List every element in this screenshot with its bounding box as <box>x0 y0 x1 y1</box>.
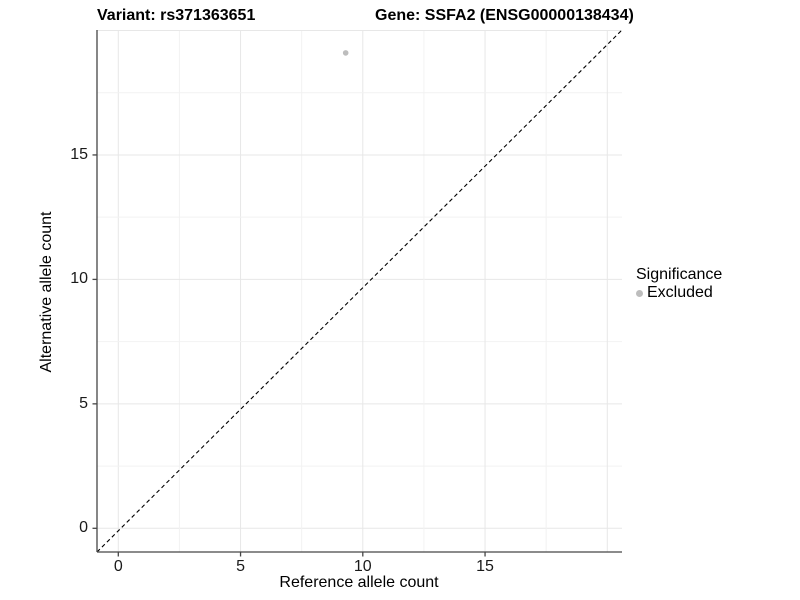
x-tick-label: 15 <box>476 558 494 575</box>
legend-item-excluded: Excluded <box>636 284 722 302</box>
legend-key-dot-icon <box>636 289 643 297</box>
legend: Significance Excluded <box>636 266 722 302</box>
legend-title: Significance <box>636 266 723 283</box>
data-point <box>342 50 349 56</box>
legend-item-label: Excluded <box>647 284 713 301</box>
y-tick-label: 5 <box>79 394 88 412</box>
x-axis-title: Reference allele count <box>279 574 439 591</box>
x-tick-label: 10 <box>353 558 372 575</box>
identity-dashed-line <box>96 29 623 553</box>
x-tick-label: 0 <box>113 558 123 575</box>
x-tick-label: 5 <box>236 558 245 575</box>
y-tick-label: 15 <box>70 145 88 163</box>
plot-title-variant: Variant: rs371363651 <box>97 7 256 24</box>
y-tick-label: 10 <box>70 270 88 288</box>
plot-title-gene: Gene: SSFA2 (ENSG00000138434) <box>375 7 634 24</box>
y-axis-title: Alternative allele count <box>38 211 55 373</box>
y-tick-label: 0 <box>79 519 88 537</box>
